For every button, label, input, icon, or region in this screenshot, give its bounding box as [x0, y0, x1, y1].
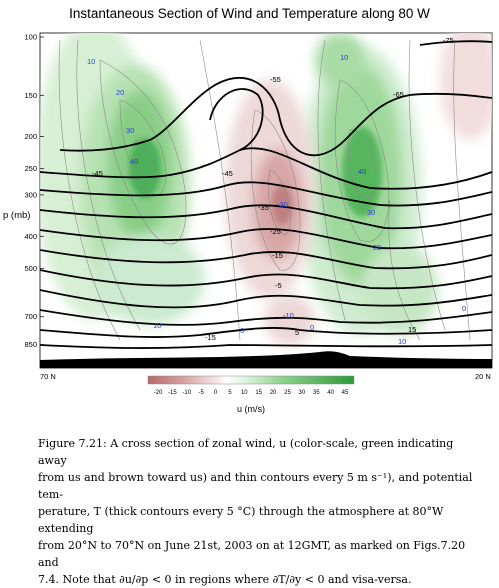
temperature-label: -35: [258, 203, 269, 212]
wind-label: 10: [398, 337, 406, 346]
temperature-label: -25: [270, 227, 281, 236]
y-tick-label: 500: [24, 264, 37, 273]
wind-label: 30: [126, 126, 134, 135]
temperature-label: -55: [270, 75, 281, 84]
colorbar-tick-label: 10: [241, 390, 248, 396]
wind-label: 0: [310, 323, 314, 332]
caption-line: perature, T (thick contours every 5 °C) …: [38, 505, 447, 535]
wind-label: 40: [130, 157, 138, 166]
temperature-label: 5: [295, 328, 299, 337]
chart-title: Instantaneous Section of Wind and Temper…: [69, 6, 430, 21]
y-axis-ticks: 100 150 200 250 300 400 500 700 850: [24, 33, 44, 349]
colorbar: [147, 375, 355, 385]
figure-caption: Figure 7.21: A cross section of zonal wi…: [38, 435, 484, 588]
temperature-label: -15: [205, 333, 216, 342]
colorbar-tick-label: 20: [270, 390, 277, 396]
colorbar-tick-label: 30: [299, 390, 306, 396]
temperature-label: -45: [92, 169, 103, 178]
wind-shading: [40, 33, 492, 345]
temperature-label-group: -75 -65 -55 -45 -45 -35 -25 -15 -5 5 15 …: [92, 36, 454, 342]
y-tick-label: 100: [24, 33, 37, 42]
caption-line: Figure 7.21: A cross section of zonal wi…: [38, 437, 457, 467]
wind-label: 0: [240, 326, 244, 335]
wind-label: 30: [367, 208, 375, 217]
temperature-label: -65: [393, 90, 404, 99]
temperature-label: -45: [222, 169, 233, 178]
wind-label: 0: [462, 304, 466, 313]
y-tick-label: 300: [24, 190, 37, 199]
colorbar-tick-label: -10: [182, 390, 191, 396]
colorbar-tick-label: -5: [198, 390, 204, 396]
colorbar-tick-label: 15: [255, 390, 262, 396]
caption-line: from 20°N to 70°N on June 21st, 2003 on …: [38, 539, 469, 569]
temperature-label: -75: [443, 36, 454, 45]
x-axis-right-label: 20 N: [475, 372, 491, 381]
temperature-label: 15: [408, 325, 416, 334]
wind-label: -30: [277, 200, 288, 209]
colorbar-tick-label: 25: [284, 390, 291, 396]
y-tick-label: 150: [24, 91, 37, 100]
wind-label: 10: [87, 57, 95, 66]
colorbar-ticks: -20 -15 -10 -5 0 5 10 15 20 25 30 35 40 45: [154, 390, 349, 396]
wind-label: 20: [116, 88, 124, 97]
terrain: [40, 351, 492, 368]
wind-label: 20: [373, 243, 381, 252]
wind-label: 10: [153, 321, 161, 330]
colorbar-label: u (m/s): [237, 404, 265, 414]
y-tick-label: 200: [24, 132, 37, 141]
caption-line: 7.4. Note that ∂u/∂p < 0 in regions wher…: [38, 573, 412, 586]
temperature-label: -5: [275, 281, 282, 290]
colorbar-tick-label: 0: [214, 390, 218, 396]
wind-label: 40: [358, 167, 366, 176]
colorbar-tick-label: 5: [228, 390, 232, 396]
x-axis-left-label: 70 N: [40, 372, 56, 381]
colorbar-tick-label: -20: [154, 390, 163, 396]
wind-temperature-section-chart: 10 20 30 40 -30 -10 0 10 20 30 40 0 10 0…: [3, 33, 493, 414]
y-tick-label: 700: [24, 312, 37, 321]
colorbar-tick-label: 35: [313, 390, 320, 396]
temperature-label: -15: [272, 251, 283, 260]
y-tick-label: 850: [24, 340, 37, 349]
colorbar-tick-label: 40: [327, 390, 334, 396]
wind-label: -10: [283, 311, 294, 320]
wind-contours: [58, 39, 471, 341]
y-tick-label: 400: [24, 232, 37, 241]
y-tick-label: 250: [24, 164, 37, 173]
colorbar-tick-label: -15: [168, 390, 177, 396]
wind-label-group: 10 20 30 40 -30 -10 0 10 20 30 40 0 10 0…: [87, 53, 466, 346]
caption-line: from us and brown toward us) and thin co…: [38, 471, 476, 501]
wind-label: 10: [340, 53, 348, 62]
temperature-contours: [40, 40, 492, 349]
colorbar-tick-label: 45: [342, 390, 349, 396]
y-axis-label: p (mb): [3, 210, 30, 221]
